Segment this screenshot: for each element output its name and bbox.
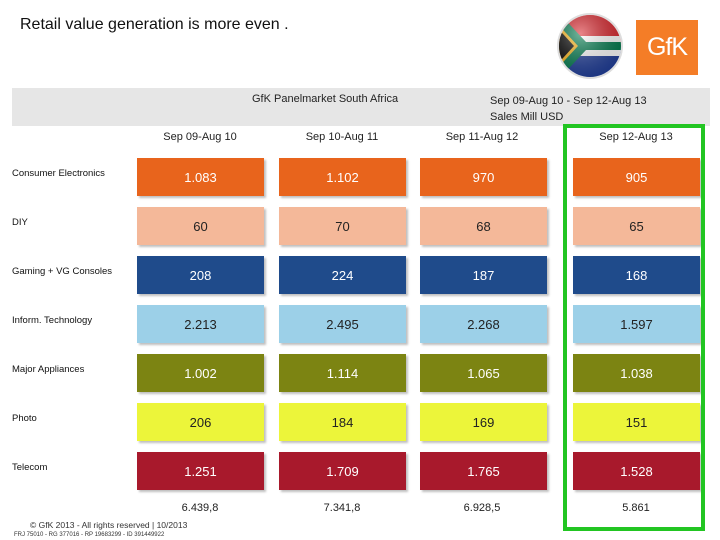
value-cell: 169: [420, 403, 547, 441]
column-header: Sep 11-Aug 12: [445, 131, 519, 143]
copyright-text: © GfK 2013 - All rights reserved | 10/20…: [30, 520, 188, 530]
value-cell: 970: [420, 158, 547, 196]
reference-text: FRJ 75010 - RG 377016 - RP 19683299 - ID…: [14, 532, 165, 538]
row-label: Photo: [12, 413, 37, 424]
value-cell: 151: [573, 403, 700, 441]
row-label: Gaming + VG Consoles: [12, 266, 113, 277]
row-label: DIY: [12, 217, 28, 228]
value-cell: 2.213: [137, 305, 264, 343]
value-cell: 2.495: [279, 305, 406, 343]
column-header: Sep 12-Aug 13: [599, 131, 673, 143]
value-cell: 187: [420, 256, 547, 294]
row-label: Major Appliances: [12, 364, 85, 375]
column-header: Sep 09-Aug 10: [163, 131, 237, 143]
value-cell: 60: [137, 207, 264, 245]
total-value: 7.341,8: [323, 502, 361, 514]
value-cell: 224: [279, 256, 406, 294]
period-range: Sep 09-Aug 10 - Sep 12-Aug 13: [490, 95, 647, 107]
value-cell: 1.065: [420, 354, 547, 392]
value-cell: 1.038: [573, 354, 700, 392]
value-cell: 1.251: [137, 452, 264, 490]
total-value: 6.928,5: [463, 502, 501, 514]
column-header: Sep 10-Aug 11: [305, 131, 379, 143]
value-cell: 208: [137, 256, 264, 294]
row-label: Inform. Technology: [12, 315, 93, 326]
header-band: [12, 88, 710, 126]
value-cell: 1.597: [573, 305, 700, 343]
value-cell: 1.102: [279, 158, 406, 196]
unit-label: Sales Mill USD: [490, 111, 564, 123]
panel-title: GfK Panelmarket South Africa: [252, 93, 399, 105]
value-cell: 905: [573, 158, 700, 196]
value-cell: 206: [137, 403, 264, 441]
value-cell: 65: [573, 207, 700, 245]
value-cell: 1.083: [137, 158, 264, 196]
value-cell: 1.765: [420, 452, 547, 490]
south-africa-flag-icon: [556, 12, 624, 80]
value-cell: 68: [420, 207, 547, 245]
gfk-logo: GfK: [636, 20, 698, 75]
value-cell: 1.709: [279, 452, 406, 490]
value-cell: 1.114: [279, 354, 406, 392]
highlight-frame: [563, 124, 705, 531]
period-title: Sep 09-Aug 10 - Sep 12-Aug 13 Sales Mill…: [490, 93, 647, 125]
value-cell: 184: [279, 403, 406, 441]
value-cell: 70: [279, 207, 406, 245]
row-label: Consumer Electronics: [12, 168, 105, 179]
total-value: 6.439,8: [181, 502, 219, 514]
row-label: Telecom: [12, 462, 48, 473]
total-value: 5.861: [622, 502, 650, 514]
slide-title: Retail value generation is more even .: [20, 16, 289, 33]
value-cell: 1.002: [137, 354, 264, 392]
value-cell: 1.528: [573, 452, 700, 490]
value-cell: 168: [573, 256, 700, 294]
value-cell: 2.268: [420, 305, 547, 343]
